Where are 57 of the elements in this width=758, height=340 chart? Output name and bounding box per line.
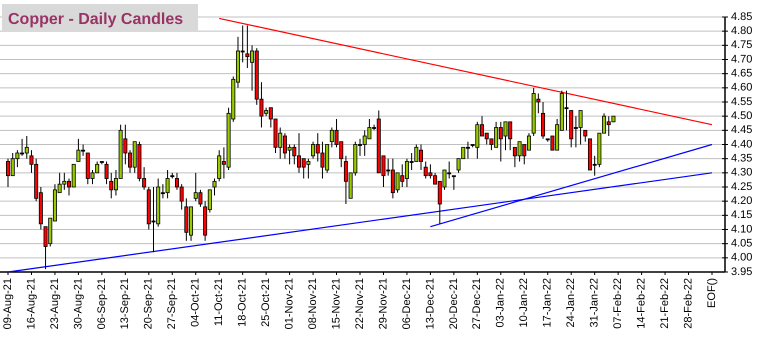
- y-tick-label: 4.40: [731, 138, 752, 150]
- x-tick-label: 11-Oct-21: [213, 278, 226, 326]
- y-tick-label: 4.60: [731, 82, 752, 94]
- y-tick-label: 3.95: [731, 266, 752, 278]
- y-tick-label: 4.10: [731, 223, 752, 236]
- x-tick-label: 22-Nov-21: [354, 278, 366, 330]
- x-tick-label: 07-Feb-22: [612, 278, 624, 329]
- x-tick-label: 01-Nov-21: [284, 278, 296, 330]
- y-tick-label: 4.70: [731, 53, 752, 66]
- x-tick-label: 16-Aug-21: [25, 278, 38, 330]
- x-tick-label: 17-Jan-22: [542, 278, 554, 328]
- y-tick-label: 4.55: [731, 96, 752, 108]
- x-tick-label: 20-Sep-21: [142, 278, 155, 330]
- x-tick-label: 18-Oct-21: [236, 278, 249, 327]
- y-tick-label: 4.15: [731, 209, 752, 222]
- x-tick-label: 28-Feb-22: [682, 278, 694, 329]
- y-tick-label: 4.45: [731, 124, 752, 136]
- x-tick-label: 25-Oct-21: [260, 278, 272, 327]
- y-tick-label: 4.85: [731, 10, 752, 23]
- y-tick-label: 4.25: [731, 180, 752, 193]
- x-tick-label: 30-Aug-21: [72, 278, 84, 330]
- x-tick-label: 27-Sep-21: [166, 278, 178, 330]
- y-tick-label: 4.05: [731, 238, 752, 250]
- x-tick-label: 06-Dec-21: [400, 278, 413, 330]
- candlestick: [583, 130, 588, 142]
- x-tick-label: 06-Sep-21: [96, 278, 108, 330]
- x-tick-label: 04-Oct-21: [190, 278, 202, 327]
- x-tick-label: 14-Feb-22: [636, 278, 648, 329]
- x-tick-label: 08-Nov-21: [306, 278, 319, 330]
- candlestick: [466, 141, 470, 160]
- x-tick-label: 10-Jan-22: [518, 278, 530, 328]
- x-tick-label: 13-Dec-21: [424, 278, 436, 330]
- x-tick-label: 23-Aug-21: [48, 278, 61, 330]
- candlestick: [212, 178, 216, 196]
- candlestick: [541, 102, 546, 140]
- y-tick-label: 4.50: [731, 110, 752, 122]
- y-tick-label: 4.75: [731, 39, 752, 52]
- x-tick-label: 20-Dec-21: [448, 278, 460, 330]
- x-tick-label: 09-Aug-21: [2, 278, 14, 330]
- x-tick-label: 29-Nov-21: [377, 278, 390, 330]
- y-tick-label: 4.00: [731, 252, 752, 264]
- x-tick-label: 24-Jan-22: [565, 278, 578, 328]
- x-tick-label: EOF(): [706, 278, 718, 308]
- x-tick-label: 31-Jan-22: [588, 278, 601, 328]
- chart-title: Copper - Daily Candles: [8, 11, 184, 28]
- x-tick-label: 13-Sep-21: [119, 278, 132, 330]
- x-tick-label: 27-Dec-21: [471, 278, 484, 330]
- y-tick-label: 4.30: [731, 166, 752, 179]
- y-tick-label: 4.65: [731, 68, 752, 80]
- y-tick-label: 4.80: [731, 25, 752, 38]
- y-tick-label: 4.35: [731, 152, 752, 165]
- candlestick: [104, 161, 109, 185]
- x-tick-label: 03-Jan-22: [494, 278, 507, 328]
- candlestick: [452, 175, 456, 190]
- x-tick-label: 15-Nov-21: [330, 278, 342, 330]
- y-tick-label: 4.20: [731, 195, 752, 208]
- x-tick-label: 21-Feb-22: [658, 278, 671, 329]
